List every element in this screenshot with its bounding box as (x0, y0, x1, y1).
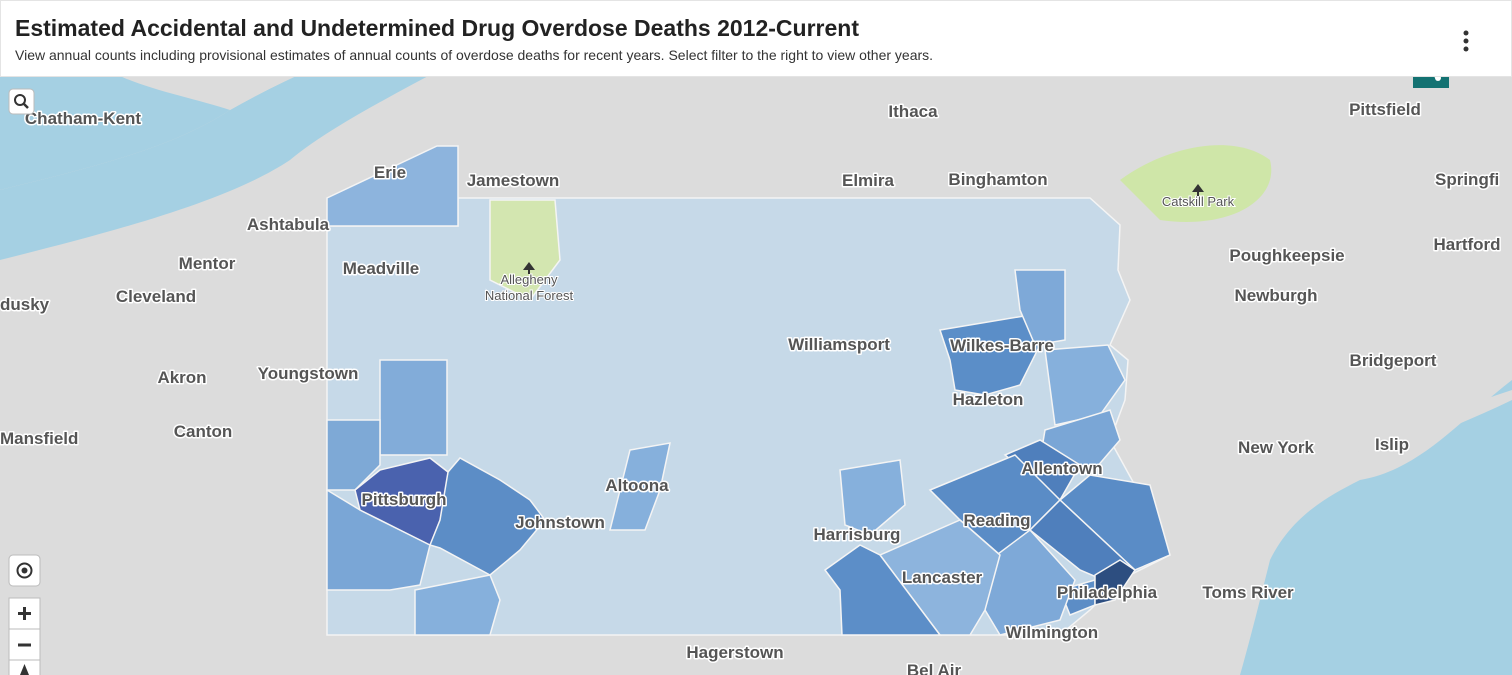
park-label: Catskill Park (1162, 194, 1235, 209)
place-label: Youngstown (258, 364, 359, 383)
place-label: Lancaster (902, 568, 983, 587)
title: Estimated Accidental and Undetermined Dr… (15, 15, 859, 41)
zoom-out-button[interactable] (8, 628, 41, 661)
place-label: Newburgh (1234, 286, 1317, 305)
place-label: Bel Air (907, 661, 962, 675)
place-label: Akron (157, 368, 206, 387)
county (429, 457, 546, 576)
place-label: Elmira (842, 171, 895, 190)
place-label: Allentown (1021, 459, 1102, 478)
place-label: dusky (0, 295, 50, 314)
place-label: Poughkeepsie (1229, 246, 1344, 265)
subtitle: View annual counts including provisional… (15, 47, 934, 63)
park-icon (523, 262, 535, 274)
county (326, 145, 459, 227)
long-island (1320, 390, 1512, 478)
place-label: Cleveland (116, 287, 196, 306)
place-label: Wilkes-Barre (950, 336, 1054, 355)
place-label: Williamsport (788, 335, 890, 354)
place-label: Binghamton (948, 170, 1047, 189)
menu-button[interactable] (1456, 29, 1476, 55)
locate-button[interactable] (8, 554, 41, 587)
place-label: Chatham-Kent (25, 109, 142, 128)
place-label: Springfi (1435, 170, 1499, 189)
county (414, 574, 501, 636)
forest-area (489, 199, 561, 301)
place-label: Islip (1375, 435, 1409, 454)
county (1094, 559, 1137, 606)
place-label: New York (1238, 438, 1314, 457)
place-label: Canton (174, 422, 233, 441)
place-label: Hazleton (953, 390, 1024, 409)
place-label: Bridgeport (1350, 351, 1437, 370)
place-label: Reading (963, 511, 1030, 530)
compass-button[interactable] (8, 659, 41, 675)
place-label: Ashtabula (247, 215, 330, 234)
zoom-in-button[interactable] (8, 597, 41, 630)
place-label: Erie (374, 163, 406, 182)
park-label: Allegheny (500, 272, 558, 287)
search-button[interactable] (8, 88, 35, 115)
atlantic-ocean (1240, 380, 1512, 675)
park-area (1120, 145, 1272, 222)
place-label: Altoona (605, 476, 669, 495)
county (823, 544, 942, 636)
park-label: National Forest (485, 288, 574, 303)
place-label: Pittsburgh (362, 490, 447, 509)
place-label: Ithaca (888, 102, 938, 121)
county (379, 359, 448, 456)
place-label: Toms River (1202, 583, 1294, 602)
park-icon (1192, 184, 1204, 196)
place-label: Hartford (1433, 235, 1500, 254)
lake-st-clair (0, 76, 230, 190)
county (326, 419, 381, 491)
header: Estimated Accidental and Undetermined Dr… (0, 0, 1512, 77)
place-labels: Chatham-Kent Erie Jamestown Ithaca Elmira Bin… (0, 99, 1502, 675)
place-label: Jamestown (467, 171, 560, 190)
place-label: Wilmington (1006, 623, 1098, 642)
place-label: Pittsfield (1349, 100, 1421, 119)
county (1014, 269, 1066, 346)
counties (326, 145, 1171, 636)
place-label: Harrisburg (814, 525, 901, 544)
county (1044, 344, 1126, 426)
place-label: Meadville (343, 259, 420, 278)
county (609, 442, 671, 531)
place-label: Johnstown (515, 513, 605, 532)
county (354, 457, 449, 547)
place-label: Philadelphia (1057, 583, 1158, 602)
place-label: Mentor (179, 254, 236, 273)
place-label: Hagerstown (686, 643, 783, 662)
county (839, 459, 906, 536)
place-label: Mansfield (0, 429, 78, 448)
